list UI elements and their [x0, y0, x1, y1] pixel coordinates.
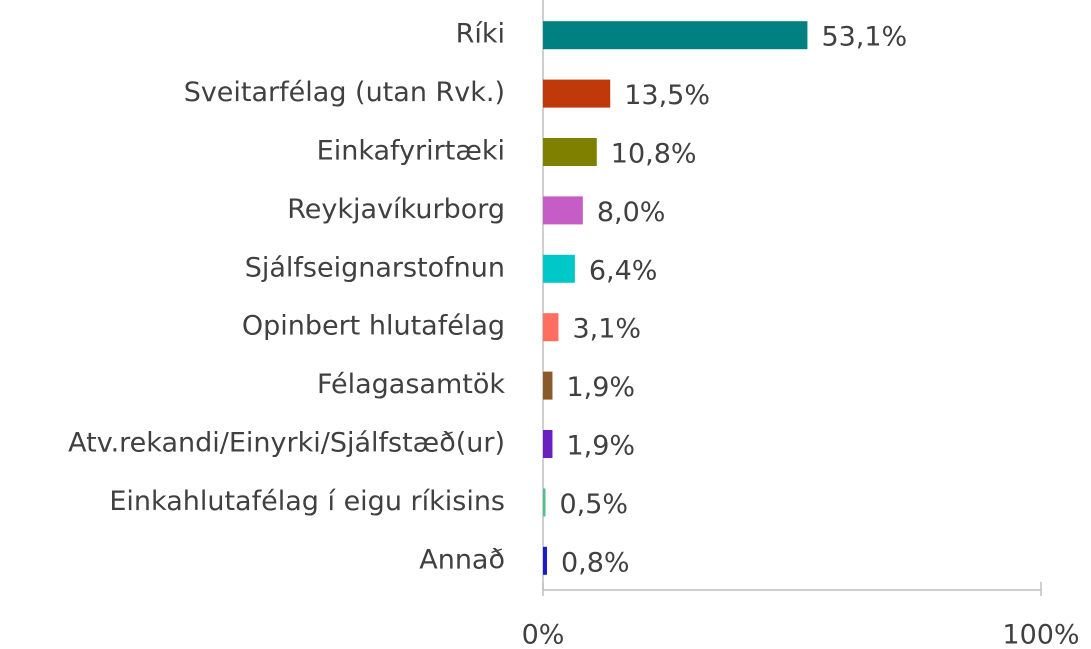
x-tick-label: 0%: [522, 620, 565, 649]
bar: [543, 313, 559, 342]
category-label: Opinbert hlutafélag: [242, 311, 505, 342]
category-label: Einkafyrirtæki: [317, 136, 505, 167]
x-tick-label: 100%: [1002, 620, 1079, 649]
value-label: 1,9%: [566, 372, 635, 403]
value-label: 1,9%: [566, 431, 635, 462]
category-label: Reykjavíkurborg: [287, 194, 505, 225]
category-label: Atv.rekandi/Einyrki/Sjálfstæð(ur): [68, 428, 505, 459]
value-label: 10,8%: [611, 139, 697, 170]
value-label: 53,1%: [821, 22, 907, 53]
value-label: 0,5%: [559, 489, 628, 520]
value-label: 3,1%: [572, 314, 641, 345]
bar: [543, 371, 553, 400]
bar: [543, 138, 597, 166]
category-label: Sveitarfélag (utan Rvk.): [184, 77, 505, 108]
bar: [543, 79, 611, 108]
bar: [543, 21, 808, 50]
value-label: 13,5%: [624, 80, 710, 111]
category-label: Annað: [419, 544, 505, 575]
bar: [543, 546, 547, 575]
bar: [543, 430, 553, 458]
value-label: 0,8%: [561, 547, 630, 578]
bar: [543, 196, 583, 225]
bar: [543, 488, 546, 517]
category-label: Sjálfseignarstofnun: [245, 252, 505, 283]
value-label: 8,0%: [597, 197, 666, 228]
category-label: Félagasamtök: [317, 369, 505, 400]
bar: [543, 254, 575, 283]
value-label: 6,4%: [589, 255, 658, 286]
category-label: Einkahlutafélag í eigu ríkisins: [109, 486, 505, 517]
category-label: Ríki: [456, 19, 505, 50]
